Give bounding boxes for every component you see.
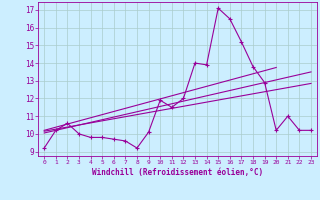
X-axis label: Windchill (Refroidissement éolien,°C): Windchill (Refroidissement éolien,°C): [92, 168, 263, 177]
